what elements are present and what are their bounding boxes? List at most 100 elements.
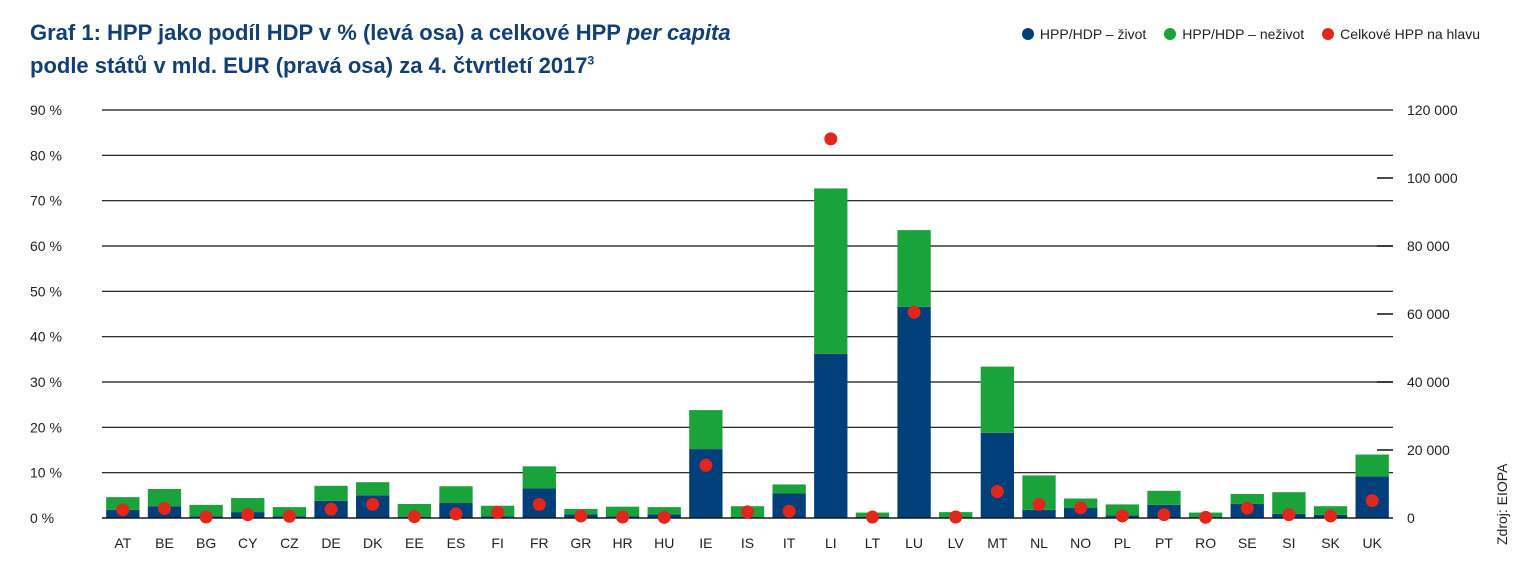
bar-nonlife-li — [814, 188, 848, 354]
category-label-lv: LV — [948, 535, 965, 551]
point-per-capita-dk — [366, 497, 380, 511]
category-label-ie: IE — [699, 535, 712, 551]
bar-life-lu — [897, 306, 931, 518]
point-per-capita-uk — [1365, 494, 1379, 508]
point-per-capita-hr — [616, 510, 630, 524]
category-label-uk: UK — [1362, 535, 1382, 551]
right-tick-label-0: 0 — [1407, 510, 1415, 526]
category-label-it: IT — [783, 535, 796, 551]
left-tick-label-4: 40 % — [30, 329, 62, 345]
category-label-fr: FR — [530, 535, 549, 551]
point-per-capita-de — [324, 502, 338, 516]
chart-title: Graf 1: HPP jako podíl HDP v % (levá osa… — [30, 16, 890, 82]
title-superscript: 3 — [587, 53, 595, 68]
point-per-capita-mt — [990, 484, 1004, 498]
bar-nonlife-lu — [897, 230, 931, 307]
left-tick-label-8: 80 % — [30, 147, 62, 163]
category-label-ro: RO — [1195, 535, 1216, 551]
category-label-cz: CZ — [280, 535, 299, 551]
legend-label-nonlife: HPP/HDP – neživot — [1182, 26, 1305, 42]
category-label-se: SE — [1238, 535, 1257, 551]
category-label-fi: FI — [491, 535, 503, 551]
point-per-capita-lv — [949, 510, 963, 524]
bar-nonlife-cy — [231, 498, 265, 513]
category-label-pl: PL — [1114, 535, 1131, 551]
point-per-capita-cz — [282, 509, 296, 523]
legend-label-life: HPP/HDP – život — [1039, 26, 1147, 42]
bar-nonlife-dk — [356, 482, 390, 496]
right-tick-label-6: 120 000 — [1407, 102, 1458, 118]
bar-nonlife-fr — [522, 466, 556, 489]
legend: HPP/HDP – život HPP/HDP – neživot Celkov… — [1021, 26, 1480, 42]
left-tick-label-9: 90 % — [30, 102, 62, 118]
point-per-capita-ee — [407, 510, 421, 524]
bar-nonlife-hu — [647, 507, 681, 515]
category-label-li: LI — [825, 535, 837, 551]
category-label-is: IS — [741, 535, 754, 551]
category-label-at: AT — [114, 535, 131, 551]
point-per-capita-se — [1240, 501, 1254, 515]
point-per-capita-is — [741, 505, 754, 519]
point-per-capita-it — [782, 504, 796, 518]
point-per-capita-pt — [1157, 508, 1171, 522]
point-per-capita-pl — [1115, 509, 1129, 523]
legend-dot-nonlife — [1164, 28, 1177, 40]
category-label-pt: PT — [1155, 535, 1173, 551]
point-per-capita-bg — [199, 510, 213, 524]
point-per-capita-ro — [1199, 510, 1213, 524]
category-label-be: BE — [155, 535, 174, 551]
category-label-lt: LT — [865, 535, 881, 551]
category-label-sk: SK — [1321, 535, 1340, 551]
legend-item-per-capita: Celkové HPP na hlavu — [1322, 26, 1480, 42]
bar-nonlife-es — [439, 486, 473, 504]
point-per-capita-nl — [1032, 497, 1046, 511]
point-per-capita-ie — [699, 458, 713, 472]
legend-item-nonlife: HPP/HDP – neživot — [1164, 26, 1304, 42]
bar-nonlife-ie — [689, 410, 723, 450]
bar-life-nl — [1022, 509, 1056, 518]
bar-nonlife-de — [314, 485, 348, 501]
legend-dot-life — [1021, 28, 1034, 40]
bar-nonlife-si — [1272, 492, 1306, 514]
point-per-capita-si — [1282, 508, 1296, 522]
category-label-no: NO — [1070, 535, 1091, 551]
bar-life-li — [814, 353, 848, 518]
point-per-capita-lu — [907, 305, 921, 319]
left-tick-label-7: 70 % — [30, 193, 62, 209]
bar-nonlife-uk — [1355, 454, 1389, 477]
category-label-mt: MT — [987, 535, 1008, 551]
category-label-nl: NL — [1030, 535, 1048, 551]
right-tick-label-4: 80 000 — [1407, 238, 1450, 254]
right-tick-label-3: 60 000 — [1407, 306, 1450, 322]
point-per-capita-es — [449, 507, 463, 521]
bar-life-mt — [980, 432, 1015, 518]
point-per-capita-no — [1074, 501, 1088, 515]
legend-label-per-capita: Celkové HPP na hlavu — [1340, 26, 1480, 42]
point-per-capita-fr — [532, 497, 546, 511]
title-italic: per capita — [626, 20, 731, 45]
category-label-si: SI — [1282, 535, 1295, 551]
source-note: Zdroj: EIOPA — [1494, 463, 1510, 545]
point-per-capita-li — [824, 132, 838, 146]
left-tick-label-6: 60 % — [30, 238, 62, 254]
category-label-de: DE — [321, 535, 340, 551]
left-tick-label-0: 0 % — [30, 510, 54, 526]
bar-nonlife-se — [1230, 493, 1264, 504]
title-part2: podle států v mld. EUR (pravá osa) za 4.… — [30, 53, 588, 78]
category-label-cy: CY — [238, 535, 258, 551]
bar-nonlife-be — [147, 488, 182, 507]
title-part1: Graf 1: HPP jako podíl HDP v % (levá osa… — [30, 20, 627, 45]
point-per-capita-be — [157, 501, 171, 515]
point-per-capita-lt — [865, 510, 879, 524]
category-label-dk: DK — [363, 535, 383, 551]
point-per-capita-fi — [491, 505, 505, 519]
left-tick-label-1: 10 % — [30, 465, 62, 481]
point-per-capita-hu — [657, 510, 671, 524]
legend-dot-per-capita — [1322, 28, 1335, 40]
right-tick-label-5: 100 000 — [1407, 170, 1458, 186]
point-per-capita-sk — [1324, 509, 1338, 523]
left-tick-label-5: 50 % — [30, 283, 62, 299]
category-label-es: ES — [447, 535, 466, 551]
category-label-hu: HU — [654, 535, 674, 551]
